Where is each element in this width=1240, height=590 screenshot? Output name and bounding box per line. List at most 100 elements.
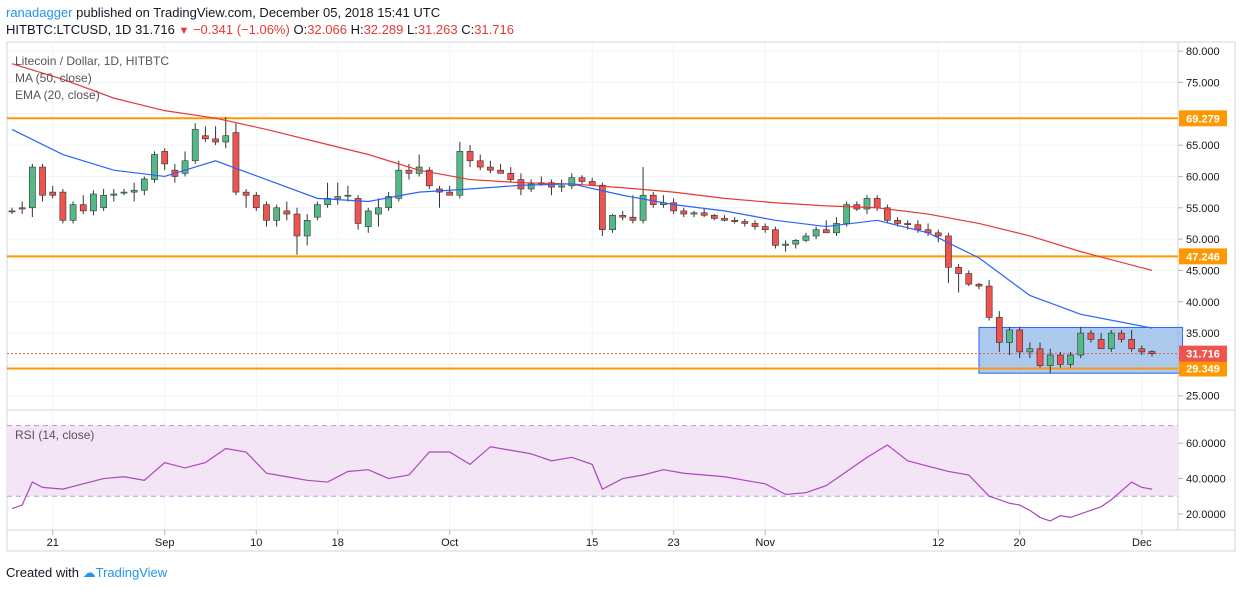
candle-body [446, 191, 454, 196]
candle [476, 154, 484, 171]
candle [1077, 326, 1085, 359]
price-tick-label: 80.000 [1186, 46, 1220, 58]
candle-body [385, 196, 392, 209]
publish-text: published on TradingView.com, December 0… [72, 5, 441, 20]
candle [18, 201, 26, 215]
candle [59, 188, 67, 224]
time-axis: 21 Sep 10 18 Oct 15 23 Nov 12 20 Dec [47, 530, 1152, 549]
candle-body [710, 214, 718, 219]
candle-body [619, 214, 627, 218]
candle-body [130, 189, 138, 193]
candle [599, 182, 606, 236]
rsi-band-fill [7, 425, 1178, 497]
candle-body [588, 181, 596, 186]
candle-body [507, 173, 515, 180]
candle-body [18, 207, 26, 210]
candle-body [29, 166, 36, 209]
created-with-text: Created with [6, 565, 79, 580]
time-tick-label: 18 [332, 537, 344, 549]
candle-body [985, 285, 993, 318]
low-label: L: [406, 22, 418, 37]
candle [680, 207, 688, 218]
time-tick-label: 20 [1014, 537, 1026, 549]
candle [955, 264, 962, 293]
candle [212, 126, 219, 146]
candle [985, 279, 993, 321]
rsi-line [11, 444, 1153, 522]
author-link[interactable]: ranadagger [6, 5, 73, 20]
candle-body [1148, 351, 1156, 354]
candle-body [843, 204, 850, 224]
candle-body [792, 240, 800, 245]
rsi-axis: 60.0000 40.0000 20.0000 [1178, 438, 1226, 521]
candle [548, 179, 555, 196]
candle-body [79, 204, 87, 212]
candle [558, 179, 565, 193]
candle [507, 167, 515, 183]
candle-body [975, 283, 983, 287]
time-tick-label: 10 [250, 537, 262, 549]
candle-body [364, 210, 372, 227]
candle [39, 163, 46, 202]
chart-frame [6, 41, 1236, 552]
candle-body [39, 166, 46, 196]
candle-body [263, 204, 270, 221]
candle [863, 195, 871, 215]
candle-body [1138, 348, 1146, 353]
candle [140, 176, 148, 196]
candle-body [517, 179, 525, 190]
rsi-tick-label: 20.0000 [1186, 509, 1226, 521]
candle-body [191, 129, 199, 162]
candle [670, 198, 677, 215]
tradingview-brand[interactable]: TradingView [95, 565, 168, 580]
candle [1046, 348, 1054, 374]
candle [527, 179, 535, 193]
candle-body [680, 210, 688, 215]
candle-body [252, 194, 260, 209]
candle-body [914, 224, 922, 230]
candle [130, 182, 138, 202]
candle [700, 209, 708, 218]
candle-body [314, 204, 321, 218]
candle [385, 192, 392, 211]
candle-body [222, 135, 230, 143]
candle-body [100, 194, 107, 209]
level-label: 69.279 [1186, 113, 1220, 125]
candle-body [1087, 332, 1095, 340]
candle [100, 188, 107, 211]
candle [222, 116, 230, 149]
time-tick-label: 12 [932, 537, 944, 549]
moving-averages [11, 63, 1153, 329]
candle-body [1067, 354, 1074, 365]
last-price: 31.716 [135, 22, 175, 37]
candle [995, 311, 1003, 352]
candle [639, 167, 647, 224]
candle-body [49, 191, 57, 196]
candle-body [283, 210, 291, 215]
candle [1138, 345, 1146, 356]
down-triangle-icon: ▼ [178, 25, 190, 37]
candle [934, 229, 942, 243]
candle-body [761, 226, 769, 230]
price-tick-label: 35.000 [1186, 328, 1220, 340]
tradingview-logo-icon: ☁ [82, 565, 96, 580]
candle [1026, 342, 1034, 359]
price-tick-label: 40.000 [1186, 297, 1220, 309]
candle [1107, 329, 1115, 352]
candle-body [934, 232, 942, 237]
support-resistance-levels[interactable] [7, 117, 1178, 370]
change-value: −0.341 (−1.06%) [192, 22, 290, 37]
candle [1067, 351, 1074, 368]
level-label: 29.349 [1186, 363, 1220, 375]
candle-body [639, 194, 647, 221]
candle [191, 123, 199, 164]
candle [487, 160, 494, 174]
candle [497, 163, 504, 174]
candle-body [344, 194, 352, 197]
candle-body [405, 169, 413, 174]
candle [293, 207, 301, 255]
candle [690, 210, 698, 218]
candle-body [965, 273, 973, 285]
price-tick-label: 75.000 [1186, 77, 1220, 89]
